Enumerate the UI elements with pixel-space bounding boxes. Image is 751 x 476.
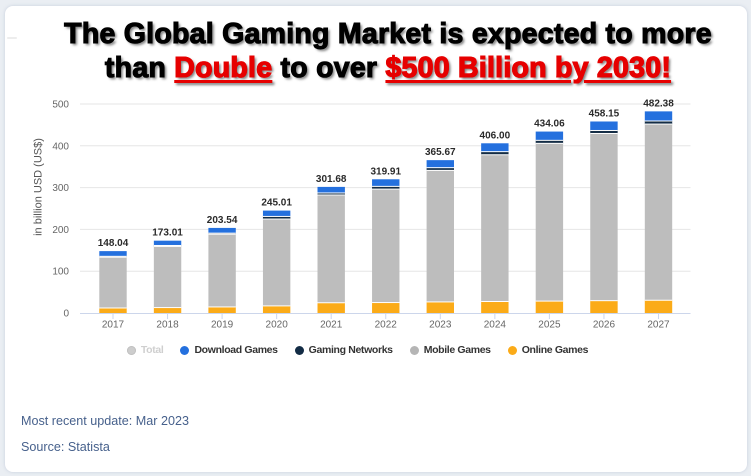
svg-text:482.38: 482.38 xyxy=(643,98,674,109)
svg-text:500: 500 xyxy=(52,100,69,111)
svg-text:173.01: 173.01 xyxy=(152,228,183,239)
svg-text:0: 0 xyxy=(63,309,69,320)
svg-text:300: 300 xyxy=(52,183,69,194)
svg-text:148.04: 148.04 xyxy=(98,238,129,249)
svg-text:400: 400 xyxy=(52,141,69,152)
svg-text:2024: 2024 xyxy=(484,320,507,331)
svg-text:2025: 2025 xyxy=(538,320,561,331)
svg-text:2023: 2023 xyxy=(429,320,452,331)
svg-text:200: 200 xyxy=(52,225,69,236)
svg-text:458.15: 458.15 xyxy=(589,108,620,119)
svg-text:100: 100 xyxy=(52,267,69,278)
svg-text:2021: 2021 xyxy=(320,320,343,331)
svg-text:365.67: 365.67 xyxy=(425,147,456,158)
svg-text:434.06: 434.06 xyxy=(534,119,565,130)
svg-text:2026: 2026 xyxy=(593,320,616,331)
svg-text:406.00: 406.00 xyxy=(480,130,511,141)
svg-text:2018: 2018 xyxy=(156,320,179,331)
svg-text:in billion USD (US$): in billion USD (US$) xyxy=(33,138,45,236)
svg-text:2017: 2017 xyxy=(102,320,125,331)
svg-text:203.54: 203.54 xyxy=(207,215,238,226)
svg-text:301.68: 301.68 xyxy=(316,174,347,185)
svg-text:245.01: 245.01 xyxy=(261,198,292,209)
svg-text:2027: 2027 xyxy=(647,320,670,331)
svg-text:2019: 2019 xyxy=(211,320,234,331)
svg-text:2020: 2020 xyxy=(266,320,289,331)
svg-text:2022: 2022 xyxy=(375,320,398,331)
svg-text:319.91: 319.91 xyxy=(370,166,401,177)
